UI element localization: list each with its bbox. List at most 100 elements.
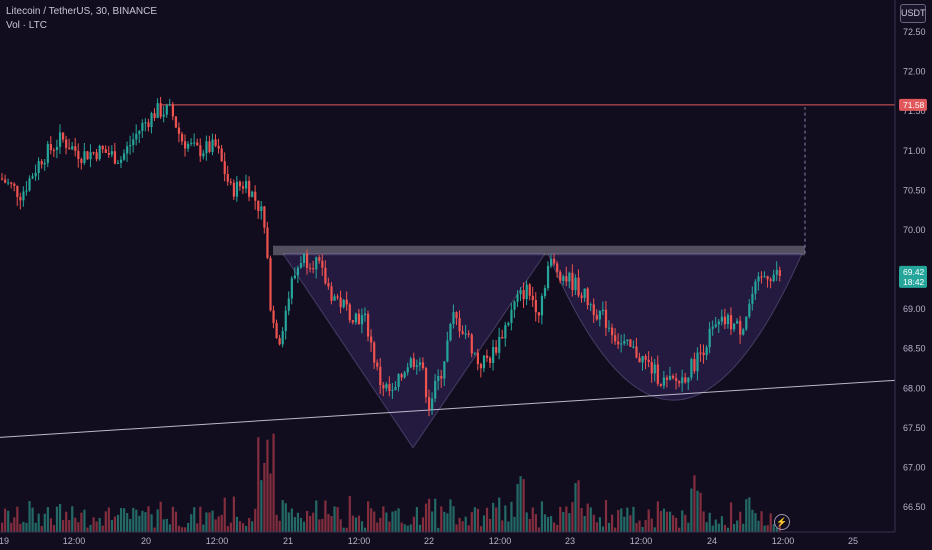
volume-bar: [62, 520, 65, 532]
candle-body: [357, 313, 361, 325]
candle-body: [495, 347, 498, 353]
volume-bar: [223, 497, 226, 532]
candle-body: [717, 321, 720, 325]
y-tick-label: 67.00: [903, 462, 926, 472]
volume-bar: [284, 503, 287, 532]
candle-body: [248, 180, 251, 197]
candle-body: [193, 142, 196, 144]
candle-body: [577, 277, 580, 296]
candle-body: [290, 278, 293, 299]
candle-body: [638, 357, 641, 363]
volume-bar: [772, 524, 775, 532]
volume-bar: [196, 523, 199, 532]
volume-bar: [248, 517, 251, 532]
volume-bar: [766, 525, 769, 532]
volume-bar: [7, 510, 10, 532]
candle-body: [467, 333, 470, 335]
candle-body: [299, 263, 303, 268]
candle-body: [440, 376, 443, 379]
y-tick-label: 66.50: [903, 502, 926, 512]
currency-button[interactable]: USDT: [900, 4, 926, 23]
volume-bar: [10, 522, 13, 532]
volume-bar: [16, 506, 19, 532]
volume-bar: [403, 524, 406, 532]
volume-bar: [339, 519, 342, 532]
volume-bar: [437, 527, 440, 532]
volume-bar: [245, 525, 248, 532]
candle-body: [623, 341, 626, 344]
volume-bar: [644, 519, 647, 532]
candle-body: [736, 320, 739, 324]
volume-bar: [177, 525, 181, 532]
candle-body: [199, 145, 202, 157]
candle-body: [86, 151, 89, 160]
candle-body: [275, 323, 278, 339]
time-axis-bg: [0, 532, 932, 550]
x-tick-label: 12:00: [630, 536, 653, 546]
volume-bar: [345, 527, 348, 532]
candle-body: [385, 384, 388, 389]
candle-body: [681, 377, 684, 384]
volume-bar: [528, 518, 531, 532]
volume-bar: [135, 509, 138, 532]
volume-bar: [34, 522, 37, 532]
volume-bar: [522, 479, 525, 532]
volume-bar: [306, 510, 309, 532]
volume-bar: [540, 501, 544, 532]
candle-body: [83, 151, 86, 163]
volume-bar: [324, 500, 327, 532]
volume-bar: [171, 506, 174, 532]
volume-bar: [650, 518, 653, 532]
candle-body: [489, 357, 492, 364]
candle-body: [485, 355, 489, 358]
y-tick-label: 68.00: [903, 383, 926, 393]
candle-body: [418, 362, 422, 366]
candle-body: [617, 341, 620, 345]
candle-body: [132, 139, 135, 145]
candle-body: [546, 265, 550, 289]
volume-bar: [141, 510, 144, 532]
volume-bar: [739, 511, 742, 532]
x-tick-label: 12:00: [489, 536, 512, 546]
y-tick-label: 72.50: [903, 27, 926, 37]
candle-body: [580, 295, 583, 298]
candle-body: [351, 320, 354, 323]
candle-body: [223, 161, 226, 175]
volume-bar: [769, 513, 772, 532]
volume-bar: [702, 511, 705, 532]
volume-bar: [351, 515, 354, 532]
y-tick-label: 69.00: [903, 304, 926, 314]
candle-body: [455, 312, 458, 319]
lightning-icon[interactable]: ⚡: [774, 514, 790, 530]
candle-body: [775, 270, 778, 275]
candle-body: [586, 288, 589, 305]
volume-bar: [534, 514, 537, 532]
volume-bar: [620, 508, 623, 532]
candle-body: [327, 283, 330, 287]
volume-bar: [168, 524, 171, 532]
volume-bar: [360, 521, 364, 532]
volume-bar: [659, 511, 662, 532]
candle-body: [153, 113, 156, 118]
candle-body: [238, 181, 242, 187]
candle-body: [177, 127, 181, 134]
volume-bar: [714, 519, 717, 532]
candle-body: [510, 309, 513, 324]
candle-body: [458, 318, 461, 332]
volume-bar: [238, 521, 242, 532]
volume-bar: [147, 506, 150, 532]
volume-bar: [647, 509, 650, 532]
volume-bar: [546, 516, 550, 532]
candle-body: [391, 390, 394, 392]
volume-bar: [132, 507, 135, 532]
candle-body: [504, 325, 507, 339]
countdown-text: 18:42: [903, 277, 925, 287]
volume-bar: [705, 522, 708, 532]
volume-bar: [208, 512, 211, 532]
volume-bar: [119, 508, 123, 532]
y-tick-label: 71.00: [903, 146, 926, 156]
volume-bar: [467, 525, 470, 532]
candle-body: [476, 352, 479, 365]
candle-body: [635, 346, 638, 358]
